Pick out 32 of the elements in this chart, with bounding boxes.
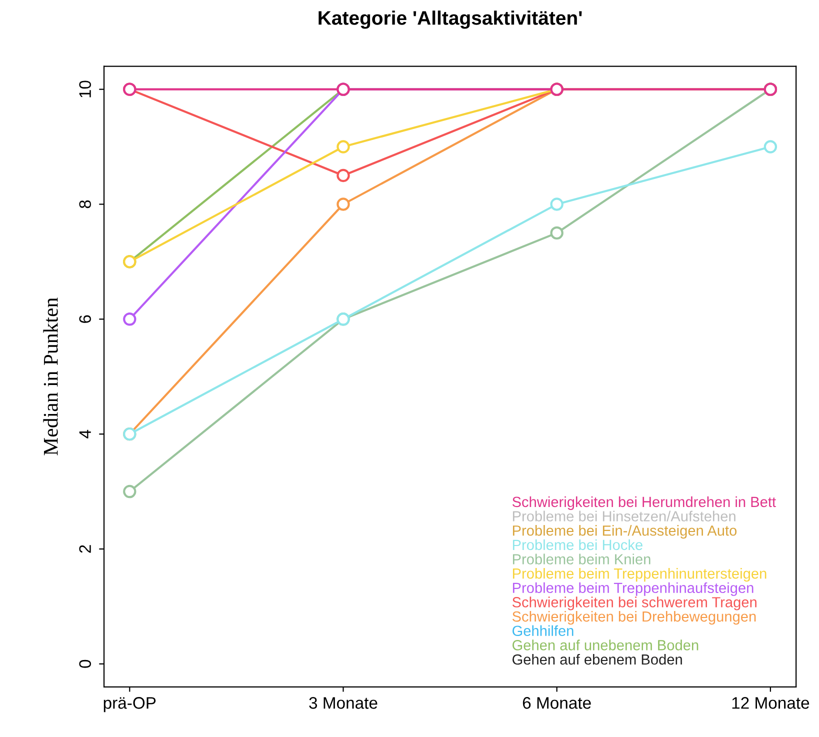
y-axis-title: Median in Punkten bbox=[43, 298, 58, 456]
y-tick-label: 4 bbox=[79, 430, 91, 438]
x-tick-label: 3 Monate bbox=[309, 697, 378, 709]
y-tick-label: 0 bbox=[79, 660, 91, 668]
point bbox=[764, 140, 778, 154]
text: Schwierigkeiten bei schwerem Tragen bbox=[512, 596, 756, 610]
text: Gehen auf unebenem Boden bbox=[512, 640, 698, 650]
y-tick-label: 2 bbox=[79, 545, 91, 553]
text: Probleme beim Treppenhinaufsteigen bbox=[512, 582, 754, 596]
x-tick-label: 12 Monate bbox=[732, 697, 810, 709]
y-tick-label: 10 bbox=[79, 80, 91, 98]
text: Probleme beim Knien bbox=[512, 554, 650, 564]
x-tick-label: prä-OP bbox=[104, 697, 156, 712]
point bbox=[123, 312, 136, 326]
y-tick-label: 8 bbox=[79, 200, 91, 208]
point bbox=[336, 198, 350, 211]
text: Schwierigkeiten bei Drehbewegungen bbox=[512, 610, 756, 625]
point bbox=[336, 168, 350, 182]
y-tick-label: 6 bbox=[79, 315, 91, 323]
point bbox=[123, 484, 136, 498]
legend-label: Probleme bei Ein-/Aussteigen Auto bbox=[512, 525, 737, 539]
point bbox=[550, 198, 564, 211]
legend-label: Probleme bei Hinsetzen/Aufstehen bbox=[512, 510, 736, 522]
text: Probleme bei Hocke bbox=[512, 539, 642, 550]
x-tick-label: 6 Monate bbox=[522, 697, 591, 709]
legend-label: Gehen auf ebenem Boden bbox=[512, 654, 682, 665]
point bbox=[550, 226, 564, 240]
text: Probleme beim Treppenhinuntersteigen bbox=[512, 568, 766, 582]
point bbox=[336, 140, 350, 154]
text: Schwierigkeiten bei Herumdrehen in Bett bbox=[512, 496, 776, 510]
legend-label: Gehhilfen bbox=[512, 625, 574, 636]
chart-title: Kategorie 'Alltagsaktivitäten' bbox=[318, 10, 582, 29]
